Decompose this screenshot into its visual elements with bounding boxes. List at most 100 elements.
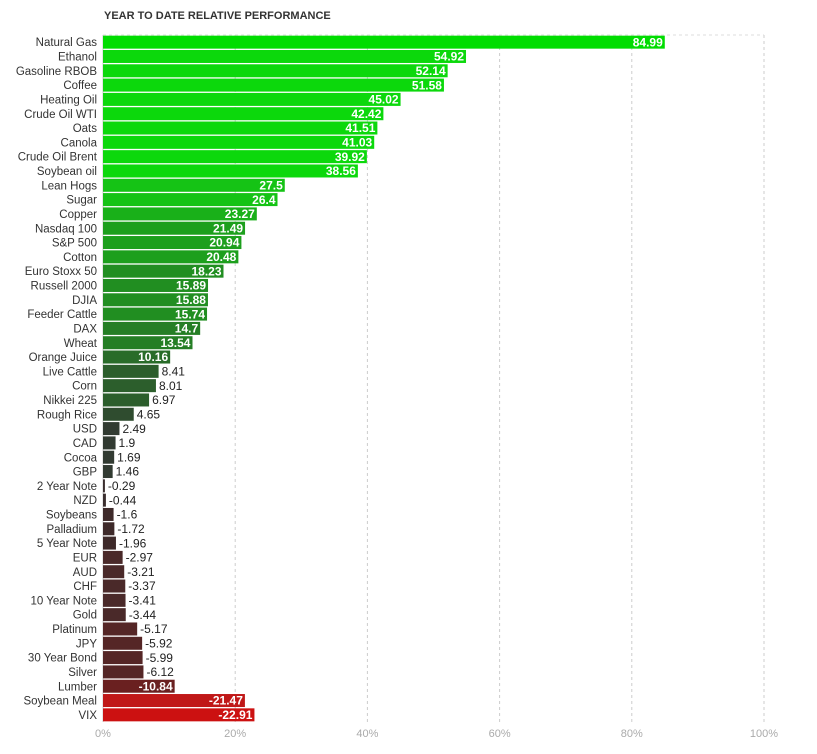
y-tick-label: Euro Stoxx 50: [25, 266, 97, 278]
bar: [103, 49, 467, 63]
y-tick-label: DAX: [73, 323, 97, 335]
y-tick-label: EUR: [73, 552, 97, 564]
bar: [103, 679, 175, 693]
y-tick-label: Lumber: [58, 681, 97, 693]
value-label: -1.96: [119, 536, 147, 550]
value-label: 18.23: [191, 264, 221, 278]
value-label: 2.49: [122, 422, 146, 436]
bar: [103, 336, 193, 350]
bar: [103, 608, 126, 622]
y-tick-label: Orange Juice: [29, 352, 97, 364]
y-tick-label: USD: [73, 424, 97, 436]
y-tick-label: Rough Rice: [37, 409, 97, 421]
value-label: 1.46: [116, 465, 140, 479]
value-label: 4.65: [137, 407, 161, 421]
value-label: -3.44: [129, 608, 157, 622]
y-tick-label: Natural Gas: [36, 37, 98, 49]
bar: [103, 665, 144, 679]
value-label: -5.99: [146, 651, 174, 665]
bar: [103, 507, 114, 521]
value-label: 42.42: [351, 107, 381, 121]
y-tick-label: Crude Oil Brent: [18, 152, 98, 164]
bar: [103, 550, 123, 564]
y-tick-label: Live Cattle: [43, 366, 97, 378]
bar: [103, 393, 150, 407]
value-label: -6.12: [146, 665, 174, 679]
value-label: 10.16: [138, 350, 168, 364]
bar: [103, 450, 115, 464]
value-label: -21.47: [209, 694, 243, 708]
y-tick-label: Canola: [61, 137, 98, 149]
x-tick-label: 60%: [489, 728, 511, 740]
bar: [103, 636, 143, 650]
y-tick-label: 30 Year Bond: [28, 653, 97, 665]
y-tick-label: Sugar: [66, 195, 97, 207]
y-tick-label: 10 Year Note: [30, 595, 97, 607]
y-tick-label: Crude Oil WTI: [24, 109, 97, 121]
value-label: 6.97: [152, 393, 176, 407]
bar: [103, 379, 156, 393]
y-tick-label: Feeder Cattle: [27, 309, 97, 321]
x-tick-label: 40%: [356, 728, 378, 740]
value-label: -5.92: [145, 636, 173, 650]
y-tick-label: Coffee: [63, 80, 97, 92]
bar: [103, 78, 444, 92]
y-tick-label: 5 Year Note: [37, 538, 97, 550]
y-tick-label: Lean Hogs: [41, 180, 97, 192]
value-label: -1.6: [117, 508, 138, 522]
value-label: 14.7: [175, 322, 199, 336]
bar: [103, 493, 106, 507]
y-tick-label: Nikkei 225: [43, 395, 97, 407]
value-label: 52.14: [416, 64, 446, 78]
value-label: 15.89: [176, 279, 206, 293]
y-tick-label: AUD: [73, 567, 97, 579]
value-label: -2.97: [126, 551, 154, 565]
bar: [103, 207, 257, 221]
value-label: 8.01: [159, 379, 183, 393]
value-label: 21.49: [213, 221, 243, 235]
value-label: 51.58: [412, 78, 442, 92]
value-label: 20.48: [206, 250, 236, 264]
bar: [103, 479, 105, 493]
y-tick-label: Soybeans: [46, 510, 97, 522]
value-label: -3.37: [128, 579, 156, 593]
bar: [103, 135, 375, 149]
x-tick-label: 100%: [750, 728, 778, 740]
value-label: 15.74: [175, 307, 205, 321]
bar: [103, 221, 246, 235]
bar: [103, 178, 285, 192]
bar: [103, 193, 278, 207]
value-label: -0.44: [109, 493, 137, 507]
value-label: 41.03: [342, 136, 372, 150]
value-label: 1.9: [119, 436, 136, 450]
value-label: -22.91: [218, 708, 252, 722]
bar: [103, 522, 115, 536]
y-tick-label: Gold: [73, 610, 97, 622]
bar: [103, 236, 242, 250]
y-tick-label: VIX: [78, 710, 97, 722]
value-label: 13.54: [160, 336, 190, 350]
value-label: 84.99: [633, 35, 663, 49]
y-tick-label: Heating Oil: [40, 94, 97, 106]
y-tick-label: Nasdaq 100: [35, 223, 97, 235]
bar: [103, 465, 113, 479]
bar: [103, 321, 201, 335]
y-tick-label: DJIA: [72, 295, 97, 307]
bar: [103, 436, 116, 450]
bar: [103, 64, 448, 78]
bar: [103, 107, 384, 121]
bar: [103, 35, 665, 49]
bar: [103, 92, 401, 106]
y-tick-label: Cocoa: [64, 452, 98, 464]
value-label: 45.02: [369, 93, 399, 107]
bar: [103, 622, 138, 636]
value-label: -10.84: [139, 679, 173, 693]
y-tick-label: Copper: [59, 209, 97, 221]
bar: [103, 121, 378, 135]
bar: [103, 536, 116, 550]
value-label: 26.4: [252, 193, 276, 207]
y-tick-label: CHF: [73, 581, 97, 593]
y-tick-label: Russell 2000: [31, 281, 97, 293]
bar: [103, 278, 209, 292]
